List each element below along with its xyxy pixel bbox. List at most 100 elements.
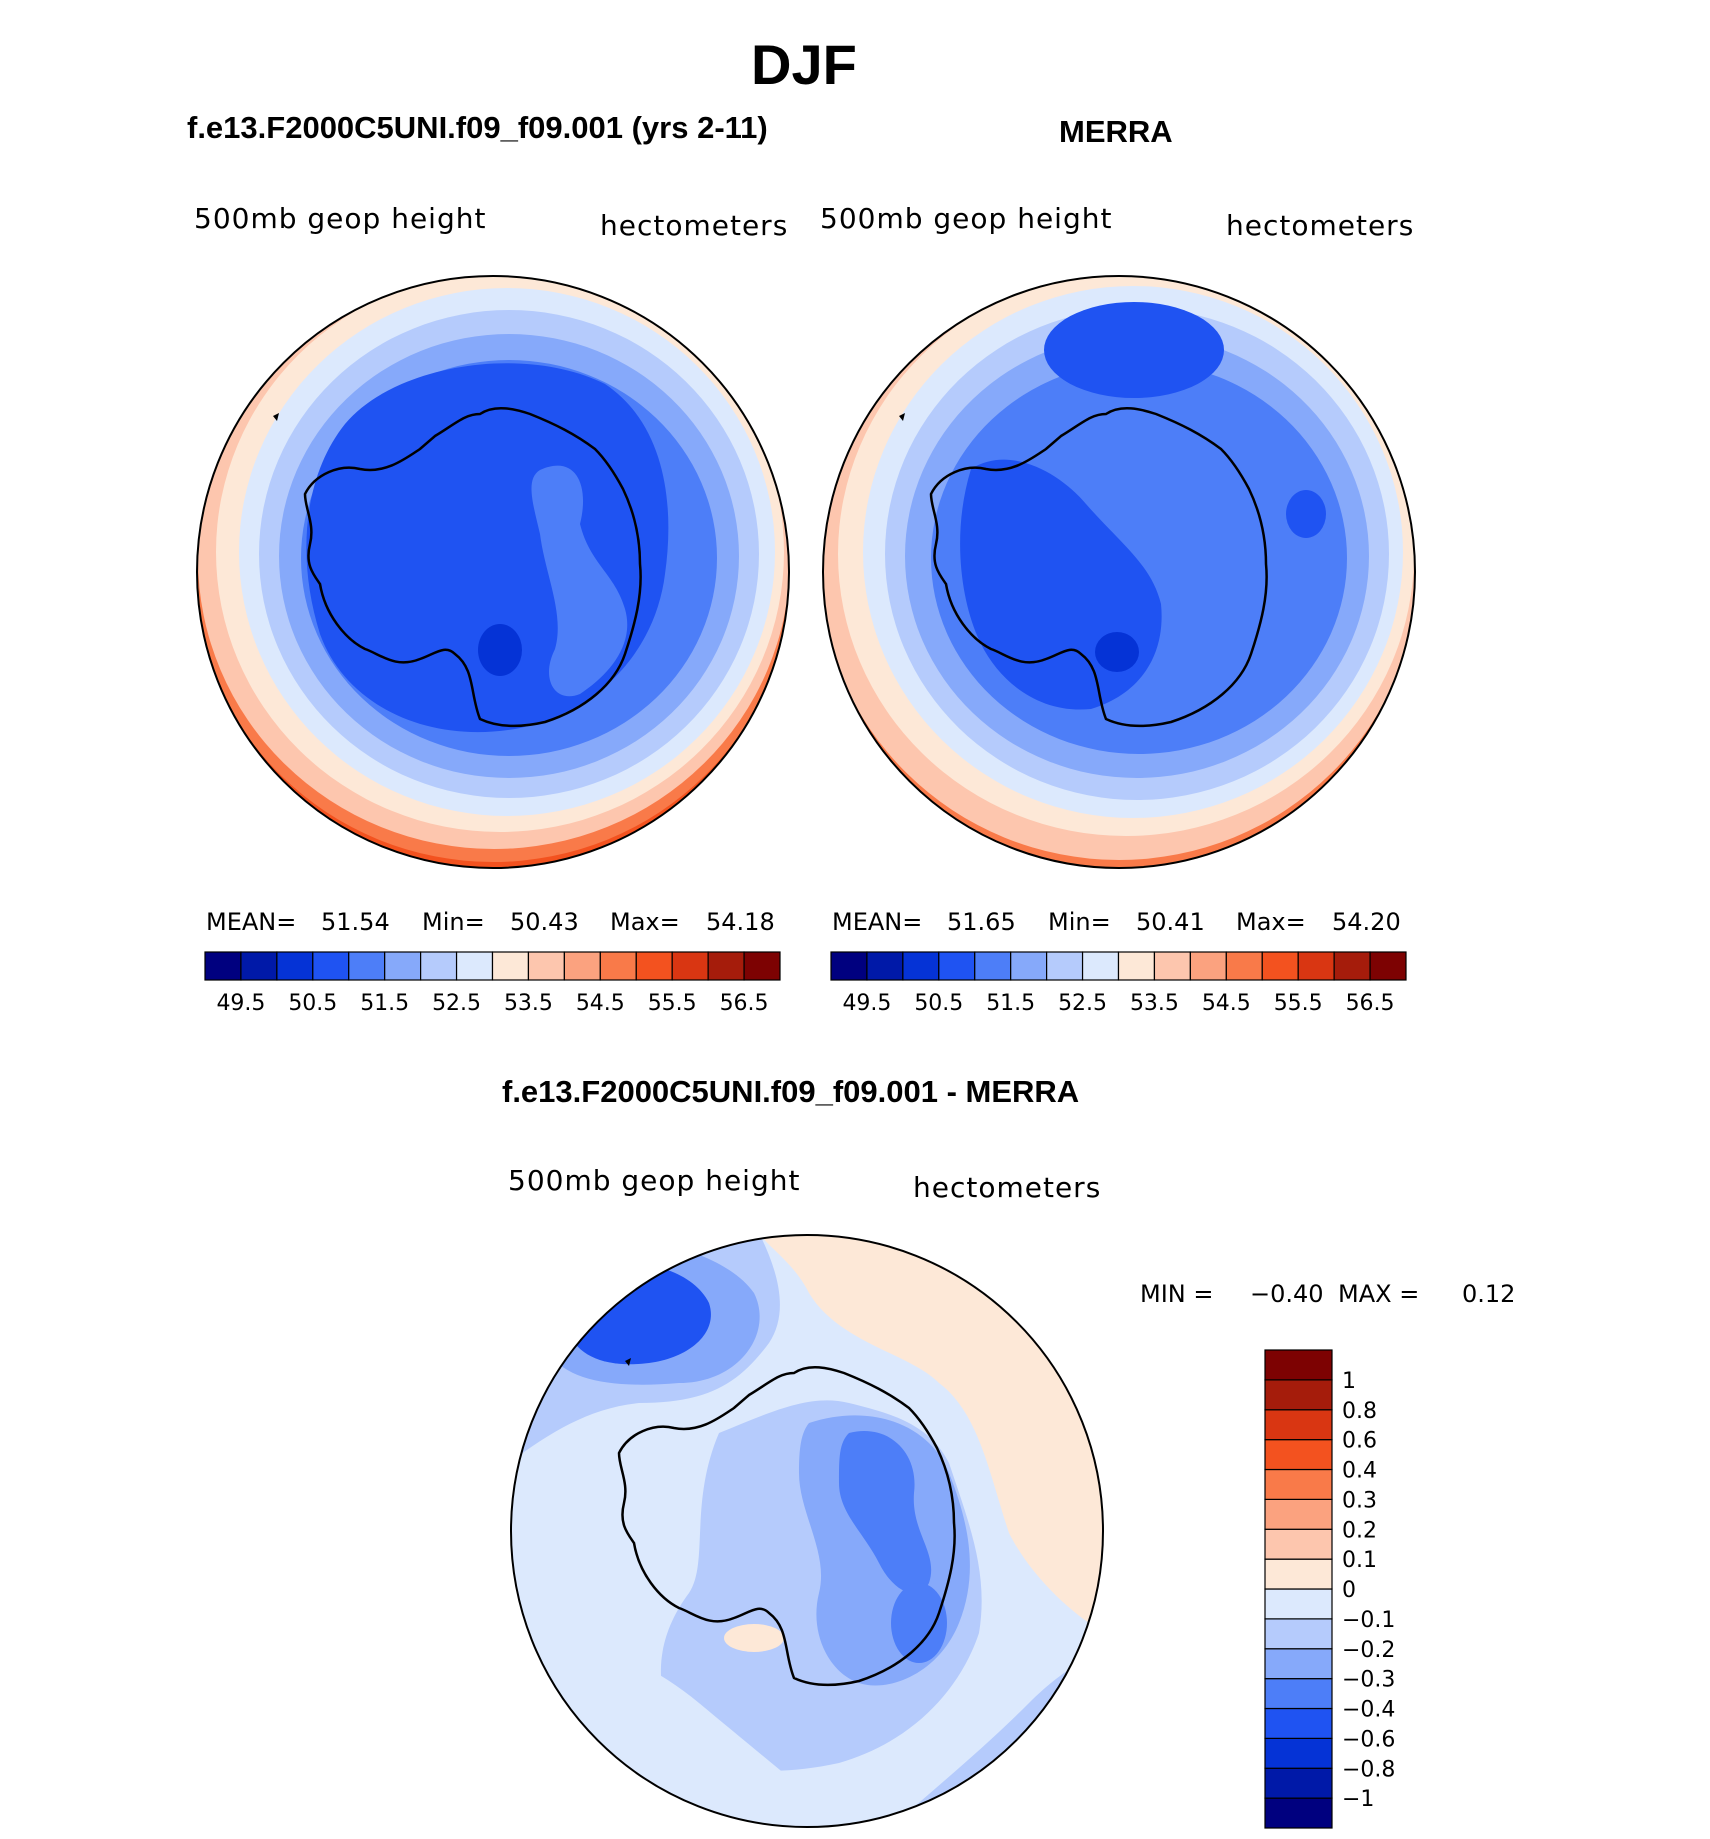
obs-colorbar-box (1297, 951, 1335, 981)
obs-colorbar-box (1225, 951, 1263, 981)
model-colorbar: 49.5 50.5 51.5 52.5 53.5 54.5 55.5 56.5 (204, 951, 781, 1016)
diff-colorbar-box (1264, 1468, 1333, 1500)
model-field-label: 500mb geop height (194, 202, 487, 235)
diff-colorbar-tick-label: 0.2 (1342, 1518, 1377, 1543)
model-colorbar-box (527, 951, 565, 981)
obs-colorbar: 49.5 50.5 51.5 52.5 53.5 54.5 55.5 56.5 (830, 951, 1407, 1016)
model-mean-label: MEAN= (206, 908, 297, 936)
model-min-label: Min= (422, 908, 485, 936)
diff-colorbar-box (1264, 1767, 1333, 1799)
model-colorbar-tick-label: 55.5 (648, 991, 697, 1016)
obs-units-label: hectometers (1226, 209, 1415, 242)
model-colorbar-tick-label: 50.5 (288, 991, 337, 1016)
obs-max-label: Max= (1236, 908, 1306, 936)
model-units-label: hectometers (600, 209, 789, 242)
diff-colorbar-tick-label: −0.2 (1342, 1638, 1395, 1663)
diff-min-label: MIN = (1140, 1280, 1214, 1308)
obs-colorbar-box (1333, 951, 1371, 981)
diff-colorbar-box (1264, 1439, 1333, 1471)
diff-colorbar-tick-label: −0.3 (1342, 1668, 1395, 1693)
model-colorbar-box (491, 951, 530, 981)
obs-colorbar-box (830, 951, 868, 981)
diff-colorbar-box (1264, 1349, 1333, 1381)
diff-colorbar-box (1264, 1498, 1333, 1530)
model-colorbar-box (635, 951, 673, 981)
model-colorbar-box (599, 951, 637, 981)
model-min-value: 50.43 (510, 908, 579, 936)
model-colorbar-box (312, 951, 350, 981)
model-colorbar-box (420, 951, 458, 981)
diff-polar-map (510, 1234, 1104, 1828)
model-colorbar-box (348, 951, 386, 981)
model-colorbar-tick-label: 52.5 (432, 991, 481, 1016)
obs-colorbar-tick-label: 54.5 (1202, 991, 1251, 1016)
diff-colorbar-tick-label: 1 (1342, 1369, 1356, 1394)
model-max-value: 54.18 (706, 908, 775, 936)
diff-colorbar-box (1264, 1528, 1333, 1560)
obs-colorbar-tick-label: 56.5 (1346, 991, 1395, 1016)
page-title: DJF (751, 33, 857, 96)
obs-mean-value: 51.65 (947, 908, 1016, 936)
model-max-label: Max= (610, 908, 680, 936)
diff-colorbar-tick-label: 0.1 (1342, 1548, 1377, 1573)
diff-units-label: hectometers (913, 1171, 1102, 1204)
model-colorbar-box (384, 951, 422, 981)
obs-colorbar-box (1261, 951, 1299, 981)
model-colorbar-tick-label: 51.5 (360, 991, 409, 1016)
model-polar-map (196, 275, 790, 869)
obs-max-value: 54.20 (1332, 908, 1401, 936)
obs-colorbar-box (902, 951, 940, 981)
diff-colorbar-box (1264, 1678, 1333, 1710)
diff-colorbar-box (1264, 1648, 1333, 1680)
diff-panel-title: f.e13.F2000C5UNI.f09_f09.001 - MERRA (502, 1074, 1080, 1109)
model-colorbar-box (671, 951, 709, 981)
obs-colorbar-tick-label: 51.5 (986, 991, 1035, 1016)
obs-panel-title: MERRA (1059, 114, 1173, 149)
diff-colorbar-tick-label: −1 (1342, 1787, 1374, 1812)
model-colorbar-box (563, 951, 601, 981)
model-colorbar-box (455, 951, 494, 981)
obs-colorbar-box (1189, 951, 1227, 981)
obs-colorbar-box (1117, 951, 1156, 981)
diff-colorbar-tick-label: 0.6 (1342, 1429, 1377, 1454)
model-colorbar-box (240, 951, 278, 981)
diff-max-label: MAX = (1338, 1280, 1420, 1308)
obs-colorbar-box (1369, 951, 1407, 981)
diff-colorbar-box (1264, 1409, 1333, 1441)
obs-colorbar-box (1010, 951, 1048, 981)
diff-max-value: 0.12 (1462, 1280, 1516, 1308)
diff-colorbar-box (1264, 1558, 1333, 1590)
obs-colorbar-tick-label: 52.5 (1058, 991, 1107, 1016)
diff-colorbar: −1 −0.8 −0.6 −0.4 −0.3 −0.2 −0.1 0 0.1 0.2 0.3 0.4 0… (1264, 1349, 1395, 1829)
model-colorbar-tick-label: 53.5 (504, 991, 553, 1016)
diff-colorbar-box (1264, 1618, 1333, 1650)
model-colorbar-box (707, 951, 745, 981)
obs-field-label: 500mb geop height (820, 202, 1113, 235)
diff-colorbar-box (1264, 1588, 1333, 1620)
model-mean-value: 51.54 (321, 908, 390, 936)
diff-colorbar-tick-label: 0 (1342, 1578, 1356, 1603)
obs-colorbar-box (1153, 951, 1191, 981)
diff-colorbar-tick-label: 0.3 (1342, 1488, 1377, 1513)
obs-colorbar-box (974, 951, 1012, 981)
obs-colorbar-tick-label: 49.5 (842, 991, 891, 1016)
obs-colorbar-box (1046, 951, 1084, 981)
model-colorbar-tick-label: 56.5 (720, 991, 769, 1016)
diff-colorbar-box (1264, 1797, 1333, 1829)
diff-field-label: 500mb geop height (508, 1164, 801, 1197)
diff-colorbar-box (1264, 1379, 1333, 1411)
obs-colorbar-box (1081, 951, 1120, 981)
diff-colorbar-tick-label: −0.6 (1342, 1727, 1395, 1752)
diff-colorbar-box (1264, 1707, 1333, 1739)
diff-min-value: −0.40 (1250, 1280, 1324, 1308)
obs-colorbar-box (866, 951, 904, 981)
obs-colorbar-box (938, 951, 976, 981)
obs-mean-label: MEAN= (832, 908, 923, 936)
model-colorbar-box (743, 951, 781, 981)
diff-colorbar-tick-label: −0.1 (1342, 1608, 1395, 1633)
diff-colorbar-tick-label: 0.8 (1342, 1399, 1377, 1424)
model-colorbar-tick-label: 49.5 (216, 991, 265, 1016)
diff-colorbar-tick-label: −0.8 (1342, 1757, 1395, 1782)
obs-min-label: Min= (1048, 908, 1111, 936)
obs-colorbar-tick-label: 50.5 (914, 991, 963, 1016)
